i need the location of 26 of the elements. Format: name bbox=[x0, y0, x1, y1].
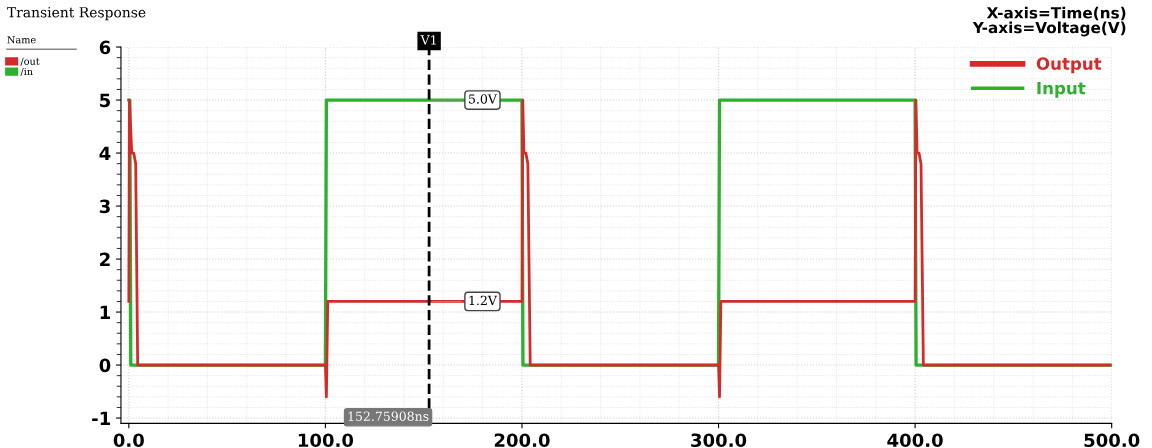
y-tick-label: 0 bbox=[99, 358, 111, 373]
chart-title: Transient Response bbox=[7, 7, 146, 21]
y-tick-label: 6 bbox=[99, 40, 111, 55]
annotation: 5.0V bbox=[469, 94, 498, 104]
x-tick-label: 0.0 bbox=[113, 433, 144, 448]
text: /in bbox=[20, 67, 33, 77]
text: Name bbox=[7, 36, 36, 44]
y-tick-label: 4 bbox=[99, 146, 111, 160]
y-tick-label: -1 bbox=[92, 411, 110, 425]
y-tick-label: 5 bbox=[100, 93, 110, 108]
x-tick-label: 500.0 bbox=[1084, 433, 1140, 448]
x-tick-label: 100.0 bbox=[298, 433, 354, 448]
x-tick-label: 200.0 bbox=[494, 433, 550, 448]
y-tick-label: 3 bbox=[99, 199, 110, 214]
text: Y-axis=Voltage(V) bbox=[972, 21, 1126, 37]
y-tick-label: 2 bbox=[100, 252, 110, 266]
text: X-axis=Time(ns) bbox=[986, 6, 1126, 21]
ref-line-label: V1 bbox=[420, 35, 436, 45]
annotation: 152.75908ns bbox=[348, 411, 429, 421]
legend-label: Output bbox=[1036, 57, 1102, 74]
x-tick-label: 300.0 bbox=[691, 433, 747, 448]
legend-label: Input bbox=[1037, 82, 1086, 98]
y-tick-label: 1 bbox=[100, 305, 110, 319]
text: /out bbox=[20, 57, 40, 66]
annotation: 1.2V bbox=[469, 295, 498, 306]
x-tick-label: 400.0 bbox=[887, 433, 943, 448]
